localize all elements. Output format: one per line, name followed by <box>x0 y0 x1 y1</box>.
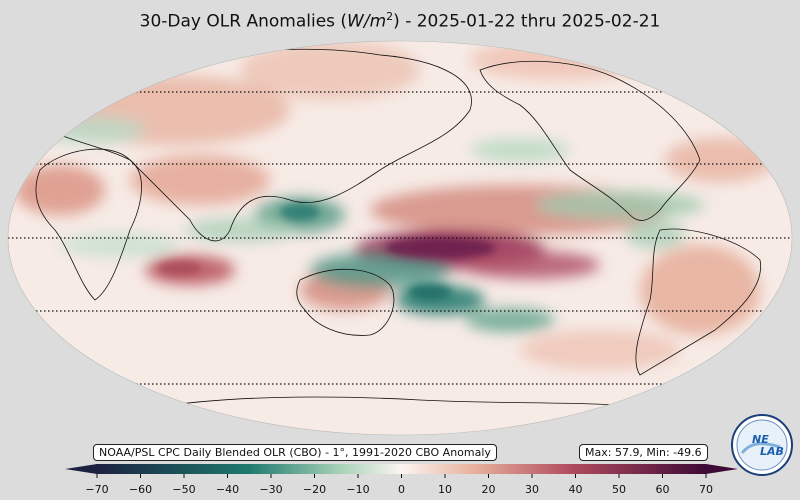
colorbar-min-extend <box>65 464 97 474</box>
max-min-stats-label: Max: 57.9, Min: -49.6 <box>579 444 708 461</box>
antarctica-outline <box>139 396 671 411</box>
page-title: 30-Day OLR Anomalies (W/m2) - 2025-01-22… <box>139 10 661 32</box>
colorbar-tick-label: −70 <box>85 483 108 496</box>
logo-text-top: NE <box>752 433 769 446</box>
australia-outline <box>296 268 395 336</box>
globe-border <box>7 40 793 436</box>
logo-text-bottom: LAB <box>760 445 784 458</box>
colorbar-tick-label: 0 <box>398 483 405 496</box>
colorbar-tick-label: 60 <box>656 483 670 496</box>
colorbar-tick-label: −50 <box>172 483 195 496</box>
colorbar-tick-label: 70 <box>699 483 713 496</box>
africa-outline <box>35 148 142 301</box>
colorbar-tick-label: 40 <box>569 483 583 496</box>
colorbar-tick-label: 50 <box>612 483 626 496</box>
data-source-label: NOAA/PSL CPC Daily Blended OLR (CBO) - 1… <box>93 444 497 461</box>
colorbar: −70 −60 −50 −40 −30 −20 −10 0 10 20 30 40 50 60 70 <box>65 464 738 496</box>
colorbar-tick-label: 10 <box>438 483 452 496</box>
colorbar-gradient <box>97 464 706 474</box>
south-america-outline <box>635 228 762 376</box>
colorbar-tick-label: −40 <box>216 483 239 496</box>
nelab-logo: NE LAB <box>731 414 793 476</box>
colorbar-tick-label: −60 <box>129 483 152 496</box>
colorbar-tick-label: 30 <box>525 483 539 496</box>
colorbar-tick-label: −10 <box>346 483 369 496</box>
colorbar-tick-label: −30 <box>259 483 282 496</box>
north-america-outline <box>479 60 701 221</box>
colorbar-max-extend <box>706 464 738 474</box>
colorbar-tick-label: 20 <box>482 483 496 496</box>
colorbar-tick-label: −20 <box>303 483 326 496</box>
anomaly-core <box>158 203 495 300</box>
